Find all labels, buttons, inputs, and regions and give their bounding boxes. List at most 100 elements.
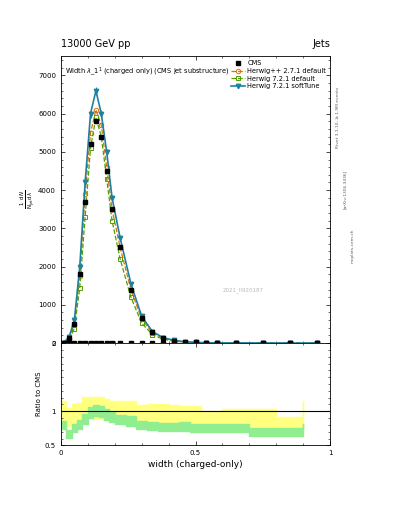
Herwig++ 2.7.1 default [193,339,198,346]
Line: CMS: CMS [62,120,318,345]
Herwig 7.2.1 softTune [110,195,114,201]
CMS [104,168,109,174]
Herwig 7.2.1 default [287,340,292,346]
Herwig 7.2.1 default [77,285,82,291]
CMS [161,335,165,341]
Herwig 7.2.1 softTune [287,340,292,346]
Line: Herwig++ 2.7.1 default: Herwig++ 2.7.1 default [61,108,319,345]
Herwig 7.2.1 default [233,340,238,346]
Herwig 7.2.1 softTune [314,340,319,346]
Herwig++ 2.7.1 default [182,339,187,345]
Herwig 7.2.1 default [110,218,114,224]
CMS [193,339,198,346]
Herwig 7.2.1 softTune [182,338,187,345]
CMS [261,340,265,346]
CMS [110,206,114,212]
Herwig 7.2.1 default [204,340,209,346]
Herwig 7.2.1 default [104,176,109,182]
Herwig 7.2.1 softTune [77,264,82,270]
Herwig 7.2.1 default [150,332,155,338]
CMS [172,337,176,344]
Herwig 7.2.1 default [261,340,265,346]
Herwig++ 2.7.1 default [129,286,133,292]
Herwig 7.2.1 softTune [261,340,265,346]
X-axis label: width (charged-only): width (charged-only) [148,460,243,470]
CMS [314,340,319,346]
Herwig 7.2.1 softTune [172,337,176,344]
CMS [94,118,98,124]
Herwig++ 2.7.1 default [104,164,109,170]
Text: Width $\lambda\_1^1$ (charged only) (CMS jet substructure): Width $\lambda\_1^1$ (charged only) (CMS… [65,65,230,78]
Herwig++ 2.7.1 default [204,339,209,346]
Herwig 7.2.1 softTune [150,329,155,335]
Herwig 7.2.1 softTune [118,235,123,241]
Herwig++ 2.7.1 default [215,340,219,346]
Herwig 7.2.1 default [161,336,165,343]
Herwig 7.2.1 softTune [83,179,88,185]
Herwig++ 2.7.1 default [261,340,265,346]
Herwig++ 2.7.1 default [61,339,66,346]
Herwig 7.2.1 default [99,134,104,140]
Herwig 7.2.1 softTune [72,317,77,323]
CMS [67,335,72,342]
Text: 13000 GeV pp: 13000 GeV pp [61,38,130,49]
Herwig++ 2.7.1 default [150,330,155,336]
Herwig 7.2.1 softTune [61,339,66,346]
Herwig 7.2.1 softTune [67,334,72,340]
Y-axis label: Ratio to CMS: Ratio to CMS [36,372,42,416]
CMS [77,271,82,278]
Herwig 7.2.1 softTune [140,313,144,319]
Herwig++ 2.7.1 default [314,340,319,346]
Text: Jets: Jets [312,38,330,49]
CMS [129,286,133,292]
Herwig 7.2.1 default [61,339,66,346]
Herwig 7.2.1 default [83,214,88,220]
CMS [61,339,66,346]
Herwig 7.2.1 default [314,340,319,346]
Herwig++ 2.7.1 default [110,206,114,212]
Herwig 7.2.1 default [193,339,198,346]
Herwig 7.2.1 default [67,337,72,343]
CMS [233,340,238,346]
Line: Herwig 7.2.1 softTune: Herwig 7.2.1 softTune [61,89,319,345]
Herwig 7.2.1 default [182,339,187,345]
Herwig 7.2.1 softTune [94,88,98,94]
Herwig 7.2.1 default [118,256,123,262]
Herwig 7.2.1 default [140,320,144,326]
Herwig 7.2.1 default [215,340,219,346]
Herwig 7.2.1 softTune [129,281,133,287]
Herwig++ 2.7.1 default [77,273,82,279]
CMS [72,321,77,327]
CMS [287,340,292,346]
Herwig 7.2.1 softTune [215,340,219,346]
Herwig++ 2.7.1 default [233,340,238,346]
Herwig 7.2.1 softTune [204,339,209,346]
CMS [83,199,88,205]
Herwig++ 2.7.1 default [72,322,77,328]
CMS [182,339,187,345]
Herwig 7.2.1 softTune [193,339,198,346]
CMS [204,339,209,346]
Herwig 7.2.1 softTune [88,111,93,117]
Text: mcplots.cern.ch: mcplots.cern.ch [351,228,355,263]
Text: [arXiv:1306.3436]: [arXiv:1306.3436] [343,170,347,209]
Text: Rivet 3.1.10, ≥ 1.9M events: Rivet 3.1.10, ≥ 1.9M events [336,87,340,148]
Herwig 7.2.1 default [72,326,77,332]
CMS [88,141,93,147]
Line: Herwig 7.2.1 default: Herwig 7.2.1 default [61,115,319,345]
CMS [140,315,144,321]
Legend: CMS, Herwig++ 2.7.1 default, Herwig 7.2.1 default, Herwig 7.2.1 softTune: CMS, Herwig++ 2.7.1 default, Herwig 7.2.… [229,58,328,91]
Herwig++ 2.7.1 default [172,337,176,344]
Herwig++ 2.7.1 default [94,107,98,113]
Herwig 7.2.1 default [94,114,98,120]
Herwig++ 2.7.1 default [67,336,72,342]
Herwig 7.2.1 default [88,145,93,151]
Herwig++ 2.7.1 default [140,316,144,323]
Herwig 7.2.1 default [172,338,176,344]
CMS [150,329,155,335]
Herwig 7.2.1 softTune [104,149,109,155]
Herwig++ 2.7.1 default [161,335,165,342]
CMS [215,340,219,346]
Text: 2021_II920187: 2021_II920187 [222,287,263,293]
Herwig++ 2.7.1 default [99,122,104,128]
